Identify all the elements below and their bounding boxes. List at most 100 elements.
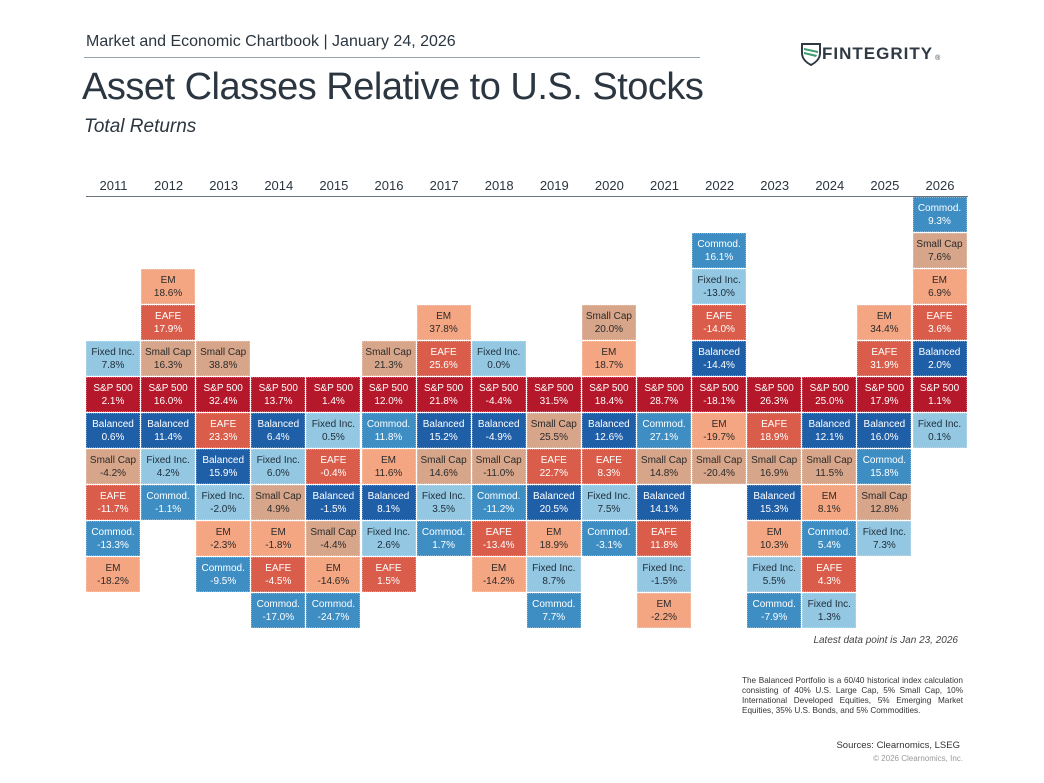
return-cell: Fixed Inc. 6.0% (251, 449, 306, 484)
return-value: 14.8% (649, 468, 679, 479)
return-value: 25.0% (815, 396, 844, 407)
return-cell: S&P 500 -18.1% (692, 377, 747, 412)
asset-class-label: Small Cap (861, 491, 908, 502)
asset-class-label: Small Cap (475, 455, 522, 466)
return-value: 1.1% (928, 396, 951, 407)
asset-class-label: Fixed Inc. (697, 275, 741, 286)
asset-class-label: EM (766, 527, 782, 538)
return-value: 18.9% (760, 432, 789, 443)
return-value: 2.1% (101, 396, 125, 407)
return-value: 16.0% (153, 396, 183, 407)
asset-class-label: Small Cap (255, 491, 302, 502)
return-value: 1.3% (817, 612, 841, 623)
return-cell: Fixed Inc. 7.8% (86, 341, 140, 376)
return-value: -20.4% (703, 468, 735, 479)
asset-class-label: Balanced (202, 455, 245, 466)
asset-class-label: Commod. (862, 455, 907, 466)
asset-class-label: Fixed Inc. (587, 491, 631, 502)
return-cell: Small Cap 20.0% (581, 305, 636, 340)
return-cell: EM 18.9% (526, 521, 581, 556)
return-value: 5.4% (817, 540, 841, 551)
return-value: -11.0% (483, 468, 515, 479)
return-cell: EAFE 25.6% (416, 341, 471, 376)
return-cell: EAFE -4.5% (251, 557, 306, 592)
return-value: -4.4% (485, 396, 512, 407)
return-value: 25.6% (429, 360, 458, 371)
return-cell: Balanced 2.0% (912, 341, 967, 376)
asset-class-label: Commod. (201, 563, 245, 574)
return-value: 20.0% (594, 324, 624, 335)
return-cell: Balanced 20.5% (526, 485, 581, 520)
return-value: 22.7% (539, 468, 568, 479)
asset-class-label: EM (325, 563, 341, 574)
return-value: -0.4% (320, 468, 347, 479)
asset-class-label: Small Cap (420, 455, 467, 466)
return-value: 32.4% (209, 396, 238, 407)
asset-class-label: Balanced (422, 419, 465, 430)
return-value: 7.6% (928, 252, 951, 263)
return-cell: Balanced 14.1% (637, 485, 691, 520)
return-cell: Commod. -13.3% (86, 521, 140, 556)
return-value: 0.6% (101, 432, 125, 443)
return-cell: Fixed Inc. 4.2% (141, 449, 196, 484)
year-axis-line (86, 196, 968, 197)
return-value: -2.2% (650, 612, 678, 623)
return-value: 12.1% (815, 432, 844, 443)
return-cell: EAFE -11.7% (86, 485, 140, 520)
asset-class-label: Fixed Inc. (311, 419, 356, 430)
return-cell: EM 6.9% (912, 269, 967, 304)
year-label: 2026 (925, 178, 955, 193)
asset-class-label: Commod. (91, 527, 135, 538)
asset-class-label: Balanced (477, 419, 520, 430)
return-value: 12.6% (594, 432, 624, 443)
return-value: -13.0% (703, 288, 735, 299)
return-value: 14.6% (429, 468, 458, 479)
return-value: 15.8% (870, 468, 899, 479)
asset-class-label: S&P 500 (148, 383, 188, 394)
return-cell: Commod. 7.7% (526, 593, 581, 628)
return-value: 11.6% (374, 468, 403, 479)
return-cell: Small Cap -11.0% (471, 449, 526, 484)
return-cell: EM -1.8% (251, 521, 306, 556)
return-value: -1.5% (650, 576, 678, 587)
asset-class-label: S&P 500 (809, 383, 849, 394)
asset-class-label: EAFE (650, 527, 678, 538)
return-cell: Small Cap 14.8% (637, 449, 691, 484)
return-cell: Balanced 11.4% (141, 413, 196, 448)
return-value: 4.2% (156, 468, 180, 479)
asset-class-label: S&P 500 (258, 383, 298, 394)
return-value: 31.5% (539, 396, 568, 407)
return-value: -14.6% (317, 576, 350, 587)
return-value: 13.7% (264, 396, 293, 407)
return-cell: Commod. -17.0% (251, 593, 306, 628)
return-cell: S&P 500 12.0% (361, 377, 416, 412)
asset-class-label: Commod. (311, 599, 356, 610)
return-cell: EM 34.4% (857, 305, 912, 340)
return-value: 11.5% (815, 468, 844, 479)
asset-class-label: Commod. (807, 527, 851, 538)
year-label: 2018 (484, 178, 514, 193)
return-cell: Fixed Inc. -1.5% (637, 557, 691, 592)
asset-class-label: Commod. (697, 239, 741, 250)
asset-class-label: Small Cap (916, 239, 963, 250)
return-value: 16.0% (870, 432, 899, 443)
return-value: 17.9% (870, 396, 899, 407)
asset-class-label: Commod. (587, 527, 631, 538)
asset-class-label: Small Cap (200, 347, 247, 358)
return-cell: S&P 500 31.5% (526, 377, 581, 412)
return-cell: EAFE -14.0% (692, 305, 747, 340)
return-value: 15.9% (209, 468, 238, 479)
asset-class-label: Fixed Inc. (642, 563, 686, 574)
return-value: -2.3% (210, 540, 237, 551)
year-label: 2021 (650, 178, 679, 193)
return-cell: S&P 500 25.0% (802, 377, 857, 412)
return-value: 6.4% (266, 432, 290, 443)
return-cell: Balanced 15.2% (416, 413, 471, 448)
asset-class-label: Small Cap (696, 455, 743, 466)
asset-class-label: Fixed Inc. (752, 563, 796, 574)
return-cell: Commod. 27.1% (637, 413, 691, 448)
return-value: 20.5% (539, 504, 568, 515)
asset-class-label: Fixed Inc. (532, 563, 576, 574)
asset-class-label: EAFE (595, 455, 622, 466)
return-value: -4.5% (265, 576, 292, 587)
